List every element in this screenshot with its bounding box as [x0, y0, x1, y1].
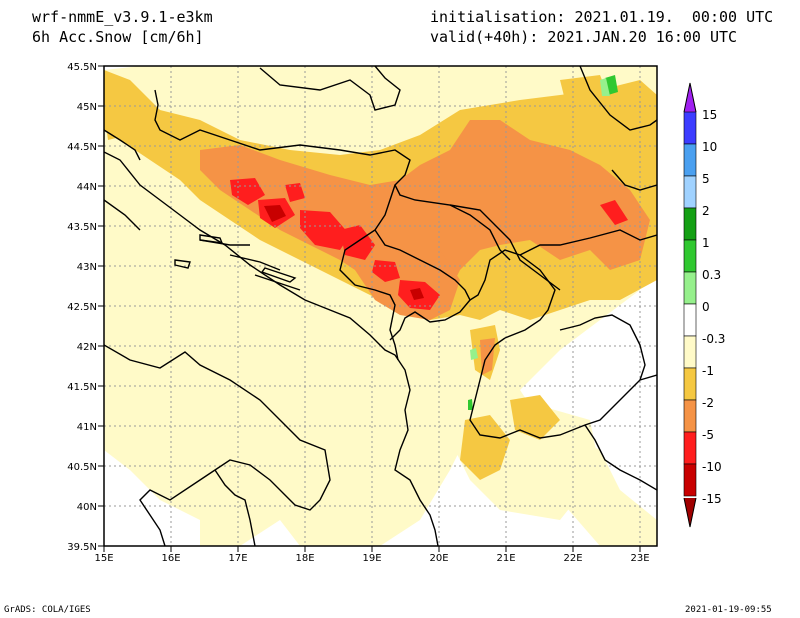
- lon-label: 22E: [563, 553, 582, 564]
- coastlines-borders: [104, 66, 657, 546]
- valid-time: valid(+40h): 2021.JAN.20 16:00 UTC: [430, 28, 738, 46]
- colorbar-segment: [683, 463, 697, 497]
- lat-label: 42N: [77, 342, 97, 353]
- colorbar-label: -0.3: [702, 332, 725, 346]
- colorbar-label: 10: [702, 140, 717, 154]
- colorbar-label: 15: [702, 108, 717, 122]
- lon-label: 16E: [161, 553, 180, 564]
- lon-label: 23E: [630, 553, 649, 564]
- colorbar: [683, 82, 697, 528]
- colorbar-label: -5: [702, 428, 714, 442]
- colorbar-label: -1: [702, 364, 714, 378]
- colorbar-label: -10: [702, 460, 722, 474]
- colorbar-label: 0: [702, 300, 710, 314]
- lat-label: 44N: [77, 182, 97, 193]
- lat-label: 45.5N: [67, 62, 97, 73]
- colorbar-label: -15: [702, 492, 722, 506]
- lon-label: 19E: [362, 553, 381, 564]
- colorbar-segment: [683, 431, 697, 465]
- lat-label: 40.5N: [67, 462, 97, 473]
- colorbar-segment: [683, 367, 697, 401]
- lon-label: 20E: [429, 553, 448, 564]
- lon-label: 21E: [496, 553, 515, 564]
- map-ticks: [98, 65, 641, 552]
- colorbar-top-arrow: [684, 83, 696, 112]
- model-title: wrf-nmmE_v3.9.1-e3km: [32, 8, 213, 26]
- lat-label: 41.5N: [67, 382, 97, 393]
- colorbar-segment: [683, 399, 697, 433]
- lat-label: 43N: [77, 262, 97, 273]
- lat-label: 41N: [77, 422, 97, 433]
- colorbar-segment: [683, 143, 697, 177]
- lat-label: 43.5N: [67, 222, 97, 233]
- colorbar-segment: [683, 335, 697, 369]
- map-grid: [104, 66, 657, 546]
- colorbar-segment: [683, 239, 697, 273]
- colorbar-segment: [683, 207, 697, 241]
- lat-label: 44.5N: [67, 142, 97, 153]
- colorbar-label: -2: [702, 396, 714, 410]
- colorbar-label: 5: [702, 172, 710, 186]
- variable-title: 6h Acc.Snow [cm/6h]: [32, 28, 204, 46]
- colorbar-bottom-arrow: [684, 498, 696, 527]
- lat-label: 42.5N: [67, 302, 97, 313]
- lon-label: 17E: [228, 553, 247, 564]
- lon-label: 15E: [94, 553, 113, 564]
- lat-label: 40N: [77, 502, 97, 513]
- colorbar-segment: [683, 303, 697, 337]
- colorbar-segment: [683, 271, 697, 305]
- footer-left: GrADS: COLA/IGES: [4, 605, 91, 615]
- colorbar-label: 2: [702, 204, 710, 218]
- lat-label: 45N: [77, 102, 97, 113]
- colorbar-segment: [683, 111, 697, 145]
- lat-label: 39.5N: [67, 542, 97, 553]
- colorbar-label: 1: [702, 236, 710, 250]
- lon-label: 18E: [295, 553, 314, 564]
- colorbar-segment: [683, 175, 697, 209]
- init-time: initialisation: 2021.01.19. 00:00 UTC: [430, 8, 774, 26]
- colorbar-label: 0.3: [702, 268, 721, 282]
- footer-right: 2021-01-19-09:55: [685, 605, 772, 615]
